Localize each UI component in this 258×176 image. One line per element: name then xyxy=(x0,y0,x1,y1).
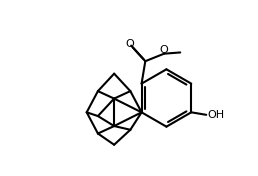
Text: OH: OH xyxy=(207,110,225,120)
Text: O: O xyxy=(125,39,134,49)
Text: O: O xyxy=(160,45,168,55)
